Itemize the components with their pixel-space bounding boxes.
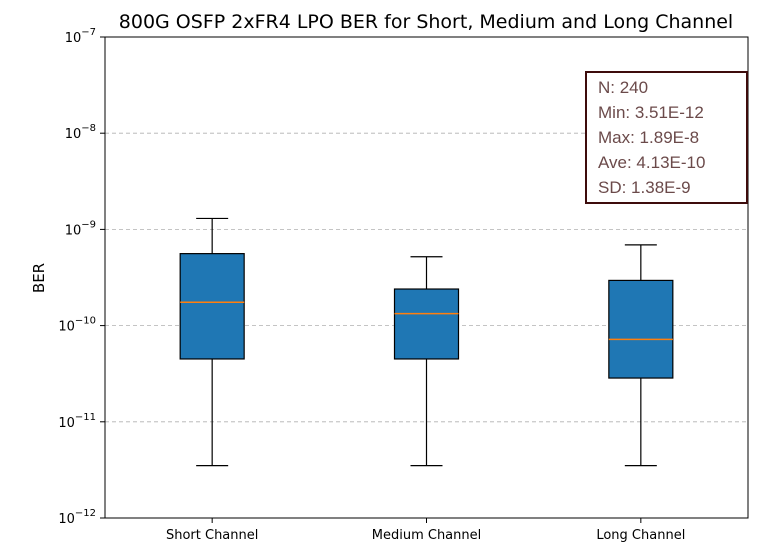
x-axis-ticks: Short Channel Medium Channel Long Channel: [166, 518, 685, 543]
y-tick-label: 10−12: [58, 508, 96, 527]
y-tick-label: 10−7: [65, 27, 96, 46]
iqr-box: [608, 279, 674, 379]
y-tick-label: 10−11: [58, 412, 96, 431]
iqr-box: [393, 288, 460, 360]
y-tick-label: 10−8: [65, 123, 96, 142]
stats-line-n: N: 240: [598, 78, 648, 97]
stats-annotation: N: 240 Min: 3.51E-12 Max: 1.89E-8 Ave: 4…: [585, 71, 748, 204]
box-plot-2: [393, 256, 460, 467]
x-tick-label: Medium Channel: [372, 528, 481, 543]
x-tick-label: Long Channel: [596, 528, 685, 543]
x-tick-label: Short Channel: [166, 528, 258, 543]
iqr-box: [179, 253, 245, 360]
y-tick-label: 10−9: [65, 219, 96, 238]
y-tick-label: 10−10: [58, 316, 96, 335]
y-axis-label: BER: [30, 263, 48, 293]
stats-line-ave: Ave: 4.13E-10: [598, 153, 705, 172]
y-axis-ticks: 10−12 10−11 10−10 10−9 10−8 10−7: [58, 27, 105, 527]
stats-line-sd: SD: 1.38E-9: [598, 178, 691, 197]
box-plot-3: [608, 244, 674, 467]
box-series: [179, 217, 674, 467]
chart-title: 800G OSFP 2xFR4 LPO BER for Short, Mediu…: [119, 11, 733, 33]
stats-line-max: Max: 1.89E-8: [598, 128, 699, 147]
box-plot-1: [179, 217, 245, 467]
stats-annotation-frame: [585, 71, 748, 204]
stats-line-min: Min: 3.51E-12: [598, 103, 704, 122]
